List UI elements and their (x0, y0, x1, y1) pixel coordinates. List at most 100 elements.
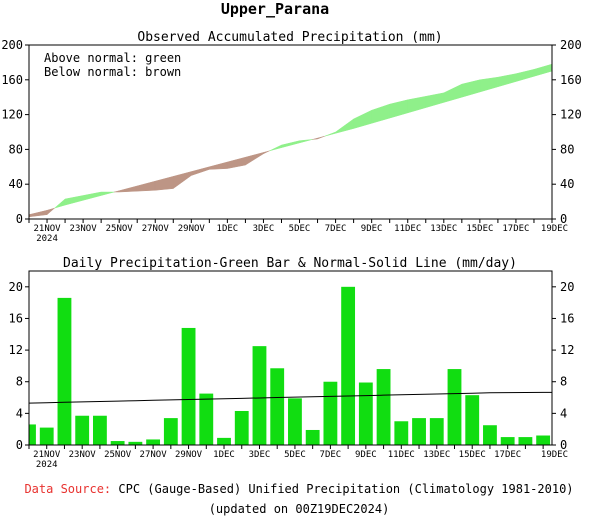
x-tick-label: 25NOV (104, 450, 132, 460)
daily-bar (270, 368, 285, 445)
legend-below: Below normal: brown (44, 65, 181, 79)
below-normal-area (136, 180, 156, 192)
y-tick-label-right: 0 (560, 438, 567, 452)
daily-chart-title: Daily Precipitation-Green Bar & Normal-S… (63, 256, 517, 271)
x-tick-label: 15DEC (459, 450, 486, 460)
accumulated-area (28, 63, 553, 218)
y-tick-label-left: 8 (16, 375, 23, 389)
above-normal-area (353, 109, 372, 129)
data-source-text: CPC (Gauge-Based) Unified Precipitation … (111, 482, 574, 496)
below-normal-area (245, 152, 264, 166)
x-tick-label: 13DEC (430, 224, 457, 234)
below-normal-area (227, 156, 246, 169)
daily-bar (358, 382, 373, 445)
x-tick-label: 5DEC (289, 224, 311, 234)
x-tick-label: 11DEC (388, 450, 415, 460)
daily-bars (29, 286, 551, 445)
y-tick-label-right: 4 (560, 406, 567, 420)
daily-bar (447, 369, 462, 445)
x-tick-label: 7DEC (320, 450, 342, 460)
x-tick-label: 9DEC (361, 224, 383, 234)
x-tick-label: 23NOV (70, 224, 98, 234)
daily-bar (110, 441, 125, 445)
accumulated-axes: 0 0 40 40 80 80 120 120 160 160 200 200 21NOV 23NOV 25… (1, 38, 581, 244)
below-normal-area (154, 176, 174, 191)
x-tick-label: 11DEC (394, 224, 421, 234)
y-tick-label-left: 12 (9, 343, 23, 357)
above-normal-area (54, 198, 66, 209)
legend-above: Above normal: green (44, 51, 181, 65)
x-tick-label: 17DEC (494, 450, 521, 460)
below-normal-area (114, 190, 120, 193)
daily-bar (483, 425, 497, 445)
above-normal-area (299, 139, 313, 144)
above-normal-area (479, 76, 499, 93)
below-normal-area (118, 185, 138, 193)
above-normal-area (461, 79, 481, 98)
daily-bar (288, 398, 302, 445)
x-tick-label: 25NOV (106, 224, 134, 234)
below-normal-area (46, 207, 55, 216)
accumulated-chart-title: Observed Accumulated Precipitation (mm) (137, 30, 442, 45)
above-normal-area (407, 96, 427, 114)
accumulated-chart: Observed Accumulated Precipitation (mm) … (1, 30, 581, 244)
x-tick-label: 27NOV (142, 224, 170, 234)
y-tick-label-right: 0 (560, 212, 567, 226)
normal-line (28, 391, 552, 404)
page-title: Upper_Parana (221, 0, 329, 18)
data-source-line: Data Source: CPC (Gauge-Based) Unified P… (0, 482, 598, 496)
daily-bar (412, 418, 426, 445)
x-tick-label: 3DEC (249, 450, 271, 460)
daily-bar (57, 297, 72, 445)
daily-bar (429, 418, 444, 445)
x-tick-label: 19DEC (541, 224, 568, 234)
daily-plot-frame (28, 270, 553, 446)
above-normal-area (533, 63, 553, 77)
x-tick-label: 9DEC (355, 450, 377, 460)
y-tick-label-right: 12 (560, 343, 574, 357)
x-tick-label: 21NOV (33, 224, 61, 234)
daily-bar (93, 415, 107, 445)
y-tick-label-right: 40 (560, 177, 574, 191)
x-tick-label: 13DEC (423, 450, 450, 460)
daily-bar (518, 437, 533, 445)
x-tick-label: 3DEC (253, 224, 275, 234)
daily-axes: 0 0 4 4 8 8 12 12 16 16 20 20 21NOV 23NOV 25NOV 27NOV 29… (9, 280, 575, 470)
y-tick-label-left: 0 (16, 212, 23, 226)
y-tick-label-left: 4 (16, 406, 23, 420)
x-tick-label: 19DEC (541, 450, 568, 460)
accumulated-plot-frame (28, 44, 553, 220)
y-tick-label-left: 40 (9, 177, 23, 191)
y-tick-label-right: 80 (560, 142, 574, 156)
y-tick-label-right: 200 (560, 38, 582, 52)
above-normal-area (515, 69, 535, 82)
above-normal-area (371, 103, 390, 124)
x-tick-label: 23NOV (69, 450, 97, 460)
y-tick-label-right: 16 (560, 311, 574, 325)
daily-chart: Daily Precipitation-Green Bar & Normal-S… (9, 256, 575, 470)
daily-bar (29, 424, 36, 445)
daily-bar (305, 429, 320, 445)
x-tick-year: 2024 (36, 460, 58, 470)
below-normal-area (317, 135, 325, 140)
y-tick-label-left: 0 (16, 438, 23, 452)
below-normal-area (209, 161, 228, 170)
above-normal-area (269, 144, 282, 152)
below-normal-area (28, 209, 48, 218)
daily-bar (465, 395, 480, 445)
x-tick-label: 29NOV (175, 450, 203, 460)
y-tick-label-right: 160 (560, 73, 582, 87)
y-tick-label-right: 8 (560, 375, 567, 389)
below-normal-area (312, 137, 318, 140)
above-normal-area (324, 131, 336, 137)
daily-bar (234, 410, 249, 445)
daily-bar (341, 286, 356, 445)
above-normal-area (425, 92, 445, 108)
above-normal-area (100, 191, 115, 196)
daily-bar (217, 437, 231, 445)
updated-line: (updated on 00Z19DEC2024) (208, 502, 390, 516)
x-tick-label: 1DEC (213, 450, 235, 460)
daily-bar (536, 435, 551, 445)
x-tick-label: 15DEC (466, 224, 493, 234)
daily-bar (39, 427, 54, 445)
